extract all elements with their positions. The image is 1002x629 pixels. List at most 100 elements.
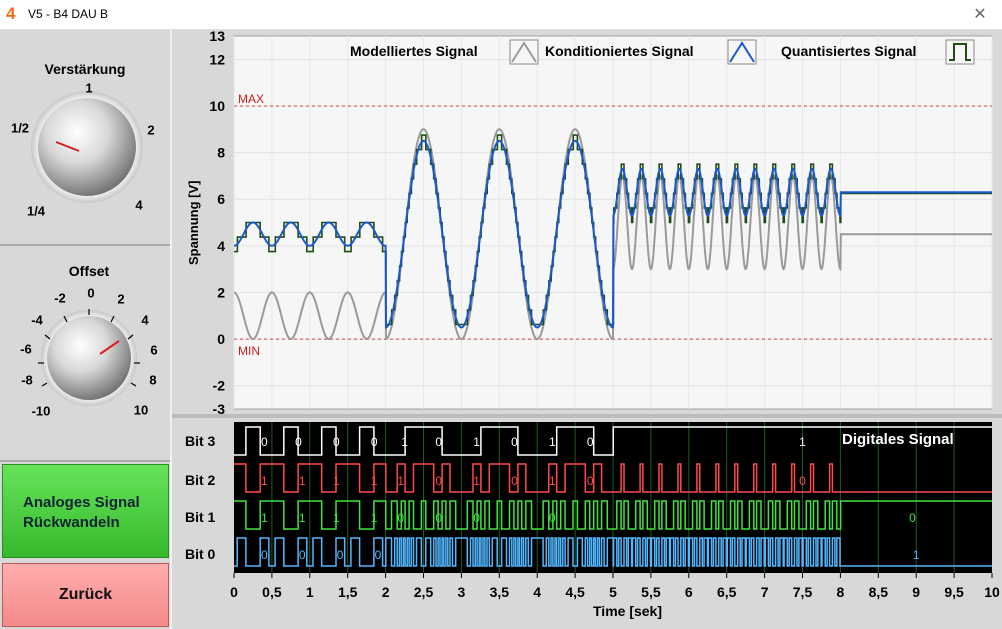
gain-pointer (55, 141, 80, 152)
offset-tick: -10 (31, 403, 51, 419)
bit-value-label: 1 (261, 474, 268, 488)
convert-analog-button[interactable]: Analoges Signal Rückwandeln (2, 464, 169, 558)
x-tick-label: 0 (230, 584, 238, 600)
offset-tick: -6 (20, 341, 32, 357)
bit-value-label: 1 (333, 474, 340, 488)
offset-tick: 0 (87, 285, 95, 301)
gain-tick: 2 (147, 122, 155, 138)
convert-button-line2: Rückwandeln (23, 514, 120, 531)
bit-waveform (234, 426, 992, 456)
bit-value-label: 0 (333, 435, 340, 449)
offset-tick: 2 (117, 291, 125, 307)
x-tick-label: 9 (912, 584, 920, 600)
bit-value-label: 0 (587, 435, 594, 449)
bit-row-label: Bit 0 (185, 546, 216, 562)
knob-graphics (31, 91, 143, 406)
x-tick-label: 1,5 (338, 584, 358, 600)
bit-value-label: 0 (337, 548, 344, 562)
offset-tick: -2 (54, 290, 66, 306)
bit-value-label: 0 (511, 435, 518, 449)
convert-button-line1: Analoges Signal (23, 494, 140, 511)
bit-value-label: 0 (261, 435, 268, 449)
bit-row-label: Bit 1 (185, 509, 216, 525)
gain-tick: 1 (85, 80, 93, 96)
bit-value-label: 1 (371, 474, 378, 488)
bit-value-label: 0 (549, 511, 556, 525)
bit-waveform (234, 500, 992, 530)
offset-tick: -8 (21, 372, 33, 388)
bit-value-label: 0 (587, 474, 594, 488)
x-tick-label: 7 (761, 584, 769, 600)
bit-value-label: 1 (549, 435, 556, 449)
back-button[interactable]: Zurück (2, 563, 169, 627)
y-tick-label: 12 (209, 51, 225, 67)
gain-tick: 4 (135, 197, 143, 213)
x-tick-label: 0,5 (262, 584, 282, 600)
bit-value-label: 0 (295, 435, 302, 449)
title-bar: 4 V5 - B4 DAU B ✕ (0, 0, 1002, 30)
bit-value-label: 0 (375, 548, 382, 562)
y-tick-label: 10 (209, 98, 225, 114)
x-tick-label: 3,5 (490, 584, 510, 600)
max-label: MAX (238, 92, 264, 106)
x-tick-label: 8,5 (869, 584, 889, 600)
gain-knob-label: Verstärkung (44, 61, 126, 77)
x-tick-label: 5 (609, 584, 617, 600)
min-label: MIN (238, 344, 260, 358)
bit-value-label: 0 (371, 435, 378, 449)
bit-value-label: 1 (401, 435, 408, 449)
bit-value-label: 0 (473, 511, 480, 525)
offset-tick: 10 (133, 402, 149, 418)
x-tick-label: 6,5 (717, 584, 737, 600)
bit-value-label: 1 (397, 474, 404, 488)
bit-value-label: 1 (473, 435, 480, 449)
offset-tick: 4 (141, 312, 149, 328)
offset-tick: -4 (31, 312, 43, 328)
x-tick-label: 6 (685, 584, 693, 600)
offset-tick: 8 (149, 372, 157, 388)
legend-quantized-label: Quantisiertes Signal (781, 43, 917, 59)
conditioned-signal-line (234, 139, 992, 330)
y-tick-label: -2 (213, 378, 226, 394)
bit-value-label: 1 (299, 511, 306, 525)
bit-value-label: 0 (799, 474, 806, 488)
bit-value-label: 1 (299, 474, 306, 488)
y-tick-label: 0 (217, 331, 225, 347)
bit-value-label: 0 (299, 548, 306, 562)
bit-value-label: 0 (511, 474, 518, 488)
bit-value-label: 0 (909, 511, 916, 525)
y-tick-label: -3 (213, 401, 226, 417)
x-tick-label: 4,5 (565, 584, 585, 600)
gain-tick: 1/2 (10, 120, 30, 136)
x-tick-label: 5,5 (641, 584, 661, 600)
bit-value-label: 1 (261, 511, 268, 525)
bit-row-label: Bit 3 (185, 433, 216, 449)
offset-knob[interactable] (38, 309, 140, 406)
close-icon[interactable]: ✕ (973, 6, 987, 23)
modelled-signal-line (234, 128, 992, 341)
offset-tick: 6 (150, 342, 158, 358)
panel-divider (0, 460, 170, 462)
x-tick-label: 2 (382, 584, 390, 600)
y-tick-label: 6 (217, 191, 225, 207)
offset-pointer (99, 340, 120, 355)
y-tick-label: 4 (217, 238, 225, 254)
y-axis-label: Spannung [V] (186, 180, 201, 266)
gain-tick: 1/4 (26, 203, 46, 219)
bit-value-label: 1 (549, 474, 556, 488)
app-logo-icon: 4 (6, 4, 16, 23)
y-tick-label: 8 (217, 145, 225, 161)
x-tick-label: 4 (533, 584, 541, 600)
bit-value-label: 0 (261, 548, 268, 562)
x-tick-label: 2,5 (414, 584, 434, 600)
bit-value-label: 0 (397, 511, 404, 525)
bit-value-label: 1 (473, 474, 480, 488)
bit-value-label: 0 (435, 474, 442, 488)
bit-value-label: 1 (371, 511, 378, 525)
panel-divider (0, 244, 170, 246)
x-axis-label: Time [sek] (593, 603, 662, 619)
x-tick-label: 7,5 (793, 584, 813, 600)
bit-waveform (234, 537, 992, 567)
gain-knob[interactable] (31, 91, 143, 203)
x-tick-label: 10 (984, 584, 1000, 600)
